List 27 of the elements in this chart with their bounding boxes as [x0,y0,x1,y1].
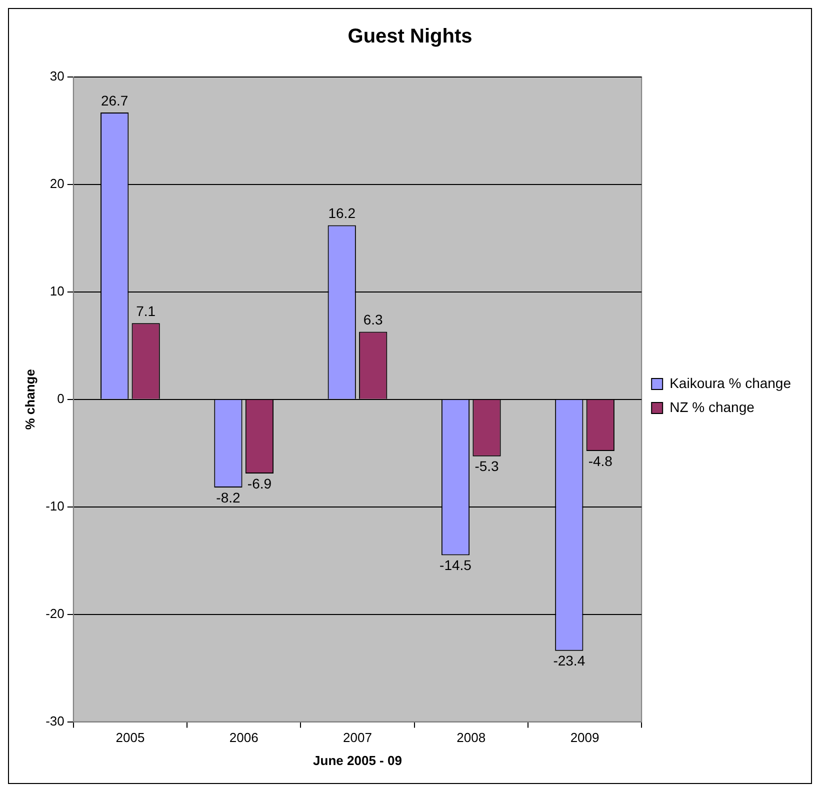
legend-label: NZ % change [670,398,755,415]
x-tick-label: 2007 [343,730,372,746]
x-tick-label: 2005 [116,730,145,746]
x-tick-label: 2006 [229,730,258,746]
y-tick-label: -30 [46,713,64,728]
data-label: -23.4 [553,652,586,669]
y-tick-label: -20 [46,606,64,621]
data-label: -8.2 [216,489,240,506]
legend-label: Kaikoura % change [670,374,792,391]
data-label: 7.1 [136,302,156,319]
data-label: -6.9 [247,475,272,492]
y-tick-label: 20 [50,176,64,192]
y-axis-title: % change [22,369,38,430]
y-tick-label: -10 [46,498,64,514]
x-tick-label: 2008 [456,730,486,746]
x-tick-label: 2009 [570,730,600,746]
data-label: -5.3 [474,458,500,474]
y-tick-label: 30 [50,68,64,84]
y-tick-label: 0 [57,390,64,406]
y-tick-label: 10 [50,284,64,299]
data-label: 26.7 [100,92,128,108]
data-label: 16.2 [328,205,356,222]
data-label: -14.5 [440,557,472,574]
x-axis-title: June 2005 - 09 [313,752,402,768]
data-label: -4.8 [588,452,613,469]
data-label: 6.3 [363,312,384,328]
chart-title: Guest Nights [348,26,472,48]
